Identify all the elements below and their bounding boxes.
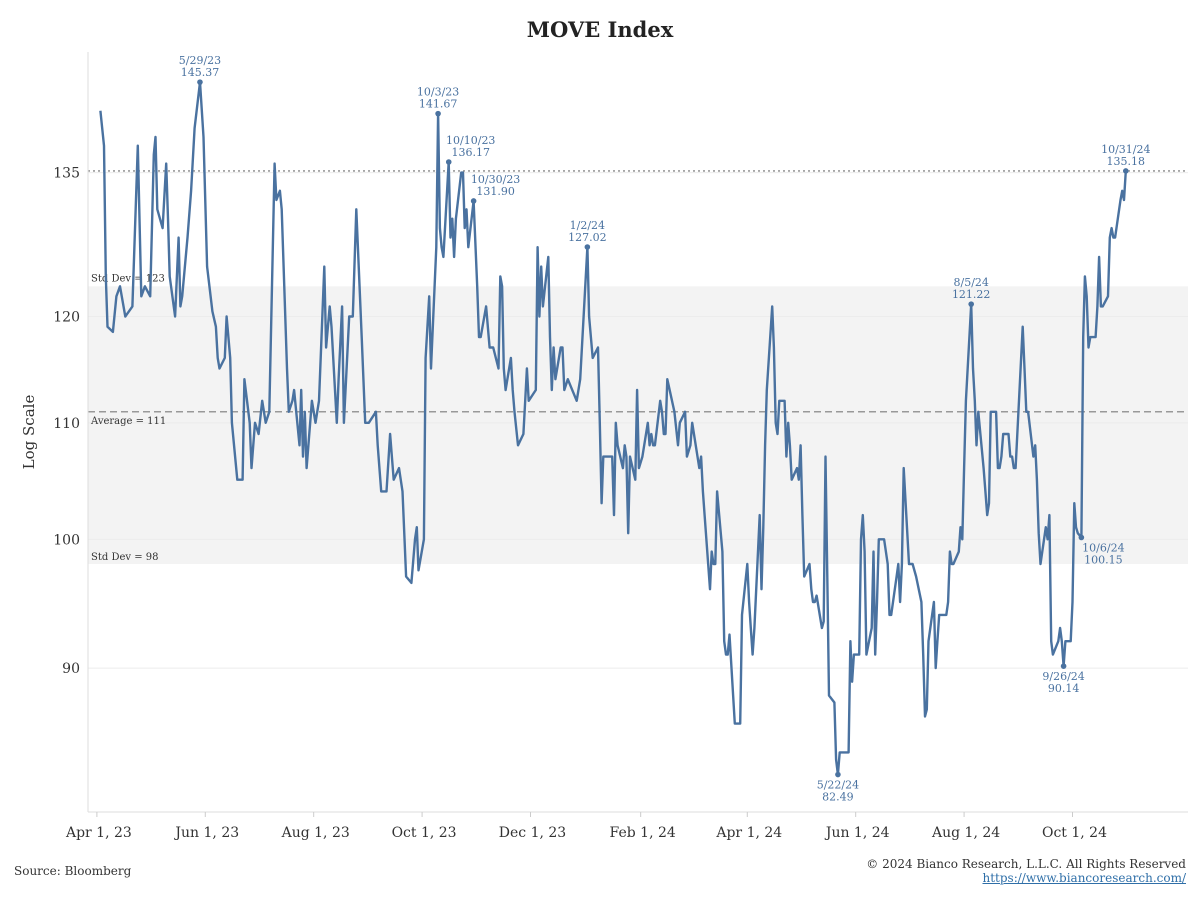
annotation-date-label: 10/31/24 [1101, 143, 1150, 156]
move-index-series-line [99, 80, 1127, 776]
axis-layer: 90 100 110 120 135 Apr 1, 23 Jun 1, 23 Aug 1, 2… [53, 52, 1188, 841]
annotation-value-label: 90.14 [1048, 682, 1080, 695]
annotation-date-label: 5/22/24 [817, 779, 859, 792]
x-tick-label: Dec 1, 23 [499, 825, 566, 841]
annotation-value-label: 127.02 [568, 231, 607, 244]
footer-credit: © 2024 Bianco Research, L.L.C. All Right… [866, 857, 1186, 885]
annotation-date-label: 10/10/23 [446, 134, 495, 147]
x-tick-label: Oct 1, 24 [1042, 825, 1107, 841]
annotation-marker [584, 244, 591, 250]
annotation-date-label: 10/30/23 [471, 173, 520, 186]
y-tick-label: 90 [62, 661, 80, 677]
annotation-marker [445, 159, 452, 165]
x-tick-label: Feb 1, 24 [610, 825, 676, 841]
annotation-value-label: 131.90 [476, 185, 515, 198]
annotation-value-label: 141.67 [419, 98, 458, 111]
annotation-value-label: 82.49 [822, 791, 854, 804]
annotation-marker [968, 301, 974, 307]
annotation-date-label: 5/29/23 [179, 54, 221, 67]
annotation-date-label: 1/2/24 [570, 219, 605, 232]
website-link[interactable]: https://www.biancoresearch.com/ [982, 871, 1186, 885]
x-tick-label: Aug 1, 23 [281, 825, 350, 841]
annotation-marker [435, 110, 441, 117]
x-tick-label: Jun 1, 23 [173, 825, 239, 841]
annotation-marker [1060, 663, 1067, 669]
std-dev-high-label: Std Dev = 123 [91, 273, 165, 284]
annotation-marker [470, 198, 477, 204]
annotation-value-label: 145.37 [181, 66, 220, 79]
annotation-marker [1078, 534, 1085, 541]
annotation-date-label: 8/5/24 [953, 276, 988, 289]
annotation-marker [835, 771, 841, 778]
annotation-date-label: 10/3/23 [417, 86, 459, 99]
x-tick-label: Apr 1, 24 [715, 825, 782, 841]
annotation-value-label: 135.18 [1107, 155, 1146, 168]
annotation-value-label: 136.17 [451, 146, 490, 159]
series-layer [99, 80, 1127, 776]
x-tick-label: Jun 1, 24 [824, 825, 890, 841]
y-tick-label: 135 [53, 166, 80, 182]
std-dev-low-label: Std Dev = 98 [91, 552, 159, 563]
annotation-marker [1123, 168, 1129, 174]
y-tick-label: 100 [53, 532, 80, 548]
annotation-value-label: 121.22 [952, 288, 991, 301]
chart-title: MOVE Index [527, 17, 674, 42]
annotation-date-label: 10/6/24 [1082, 541, 1124, 554]
annotation-date-label: 9/26/24 [1042, 670, 1084, 683]
x-tick-label: Apr 1, 23 [65, 825, 132, 841]
copyright-text: © 2024 Bianco Research, L.L.C. All Right… [866, 857, 1186, 871]
x-tick-label: Aug 1, 24 [931, 825, 1000, 841]
source-note: Source: Bloomberg [14, 864, 132, 878]
average-label: Average = 111 [90, 416, 166, 427]
y-axis-label: Log Scale [20, 395, 38, 470]
annotation-marker [197, 79, 203, 85]
y-tick-label: 120 [53, 310, 80, 326]
x-tick-label: Oct 1, 23 [392, 825, 457, 841]
annotation-value-label: 100.15 [1084, 553, 1123, 566]
y-tick-label: 110 [53, 416, 80, 432]
